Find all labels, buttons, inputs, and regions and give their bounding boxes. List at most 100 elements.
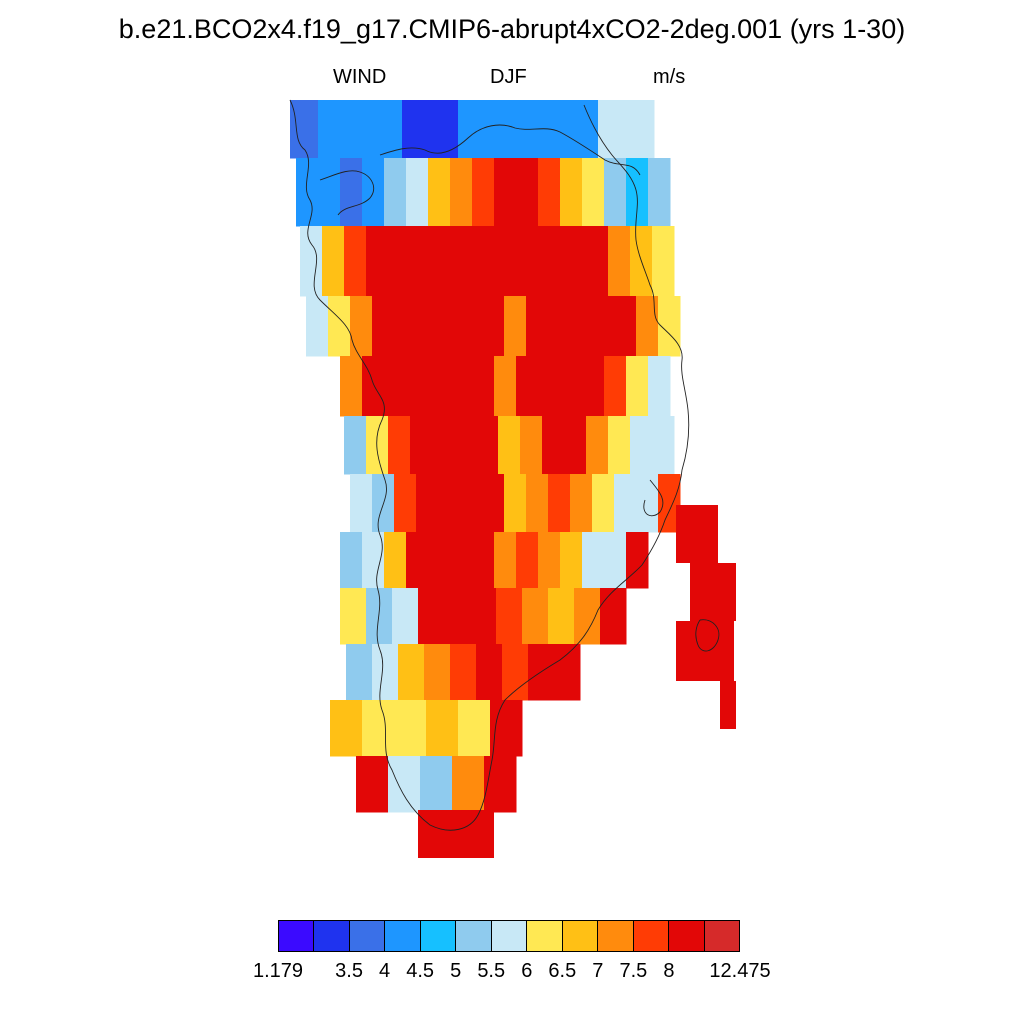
map-cell bbox=[426, 700, 459, 757]
map-cell bbox=[548, 588, 575, 645]
colorbar bbox=[278, 920, 740, 952]
colorbar-swatch bbox=[420, 921, 457, 951]
colorbar-swatch bbox=[314, 921, 350, 951]
map-cell bbox=[548, 296, 571, 357]
map-cell bbox=[564, 416, 587, 475]
map-cell bbox=[420, 756, 453, 813]
map-cell bbox=[450, 158, 473, 227]
map-cell bbox=[394, 296, 417, 357]
map-cell bbox=[346, 100, 375, 159]
map-cell bbox=[626, 158, 649, 227]
map-cell bbox=[470, 588, 497, 645]
map-cell bbox=[626, 100, 655, 159]
colorbar-tick-label: 1.179 bbox=[252, 960, 304, 982]
map-cell bbox=[322, 226, 345, 297]
figure-title: b.e21.BCO2x4.f19_g17.CMIP6-abrupt4xCO2-2… bbox=[118, 14, 906, 44]
map-cell bbox=[560, 356, 583, 417]
map-cell bbox=[636, 474, 659, 533]
map-cell bbox=[384, 356, 407, 417]
colorbar-tick-label: 3.5 bbox=[335, 960, 363, 982]
map-cell bbox=[444, 588, 471, 645]
map-cell bbox=[344, 226, 367, 297]
colorbar-tick-label: 4.5 bbox=[406, 960, 435, 982]
map-cell bbox=[372, 296, 395, 357]
map-cell bbox=[438, 474, 461, 533]
map-cell bbox=[720, 681, 736, 729]
map-cell bbox=[460, 296, 483, 357]
map-cell bbox=[676, 505, 718, 563]
map-cell bbox=[394, 474, 417, 533]
map-cell bbox=[614, 474, 637, 533]
map-cell bbox=[430, 100, 459, 159]
map-cell bbox=[592, 474, 615, 533]
map-cell bbox=[630, 416, 653, 475]
map-cell bbox=[388, 416, 411, 475]
colorbar-swatch bbox=[491, 921, 528, 951]
map-cell bbox=[600, 588, 627, 645]
map-cell bbox=[328, 296, 351, 357]
map-cell bbox=[432, 226, 455, 297]
map-cell bbox=[392, 588, 419, 645]
map-cell bbox=[476, 644, 503, 701]
map-cell bbox=[306, 296, 329, 357]
map-cell bbox=[484, 756, 517, 813]
season-label: DJF bbox=[490, 66, 527, 88]
colorbar-tick-label: 6.5 bbox=[548, 960, 577, 982]
map-cell bbox=[592, 296, 615, 357]
map-cell bbox=[418, 588, 445, 645]
map-cell bbox=[586, 226, 609, 297]
map-cell bbox=[410, 226, 433, 297]
map-cell bbox=[482, 296, 505, 357]
map-cell bbox=[516, 158, 539, 227]
colorbar-swatch bbox=[669, 921, 705, 951]
map-cell bbox=[454, 226, 477, 297]
map-cell bbox=[366, 226, 389, 297]
map-cell bbox=[362, 532, 385, 589]
map-cell bbox=[318, 100, 347, 159]
map-cell bbox=[458, 100, 487, 159]
map-cell bbox=[476, 416, 499, 475]
map-cell bbox=[406, 158, 429, 227]
colorbar-tick-label: 7.5 bbox=[619, 960, 648, 982]
map-cell bbox=[586, 416, 609, 475]
map-cell bbox=[604, 532, 627, 589]
map-cell bbox=[520, 226, 543, 297]
colorbar-tick-label: 12.475 bbox=[709, 960, 771, 982]
map-cell bbox=[494, 532, 517, 589]
colorbar-tick-label: 8 bbox=[663, 960, 675, 982]
map-cell bbox=[340, 532, 363, 589]
map-cell bbox=[340, 356, 363, 417]
map-cell bbox=[498, 226, 521, 297]
colorbar-tick-label: 5 bbox=[450, 960, 462, 982]
map-cell bbox=[472, 158, 495, 227]
map-cell bbox=[542, 100, 571, 159]
map-cell bbox=[690, 563, 736, 621]
colorbar-swatch bbox=[456, 921, 492, 951]
map-cell bbox=[496, 588, 523, 645]
map-cell bbox=[340, 158, 363, 227]
map-cell bbox=[526, 474, 549, 533]
colorbar-swatch bbox=[527, 921, 563, 951]
map-cell bbox=[372, 644, 399, 701]
map-cell bbox=[428, 532, 451, 589]
map-cell bbox=[564, 226, 587, 297]
map-cell bbox=[648, 158, 671, 227]
map-cell bbox=[356, 756, 389, 813]
colorbar-swatch bbox=[279, 921, 315, 951]
map-cell bbox=[582, 356, 605, 417]
map-cell bbox=[472, 356, 495, 417]
map-cell bbox=[318, 158, 341, 227]
map-cell bbox=[608, 226, 631, 297]
map-cell bbox=[516, 532, 539, 589]
map-cell bbox=[458, 700, 491, 757]
map-cell bbox=[432, 416, 455, 475]
map-cell bbox=[450, 644, 477, 701]
map-cell bbox=[384, 532, 407, 589]
map-cell bbox=[636, 296, 659, 357]
map-cell bbox=[438, 296, 461, 357]
colorbar-swatch bbox=[562, 921, 599, 951]
map-cell bbox=[548, 474, 571, 533]
map-cell bbox=[410, 416, 433, 475]
colorbar-tick-label: 5.5 bbox=[477, 960, 506, 982]
